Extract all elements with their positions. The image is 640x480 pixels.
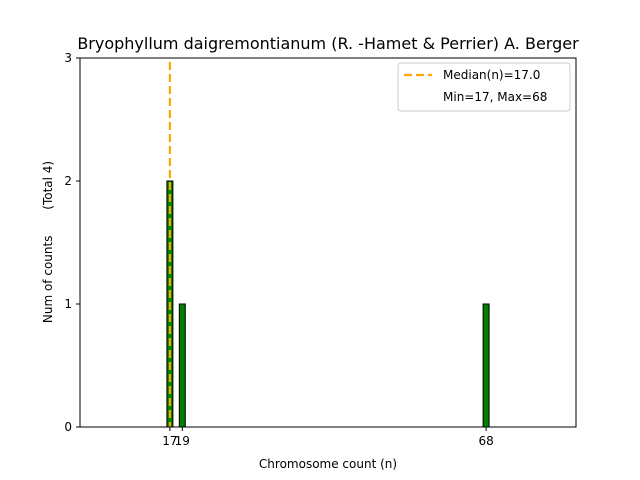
y-tick-label-0: 0 <box>64 420 72 434</box>
legend: Median(n)=17.0 Min=17, Max=68 <box>397 62 571 112</box>
y-axis-ticks: 0 1 2 3 <box>64 51 80 434</box>
bar-19 <box>178 303 186 428</box>
y-axis-label-main: Num of counts <box>41 236 55 324</box>
y-tick-label-3: 3 <box>64 51 72 65</box>
legend-entry-min-max: Min=17, Max=68 <box>443 90 547 104</box>
x-tick-label-17: 17 <box>162 434 177 448</box>
x-tick-label-68: 68 <box>478 434 493 448</box>
legend-box <box>397 62 571 112</box>
bar-68 <box>482 303 490 428</box>
y-tick-label-1: 1 <box>64 297 72 311</box>
y-tick-label-2: 2 <box>64 174 72 188</box>
x-axis-label: Chromosome count (n) <box>259 457 397 471</box>
y-axis-label-total: (Total 4) <box>41 161 55 210</box>
y-axis-label: Num of counts (Total 4) <box>41 161 55 323</box>
plot-frame <box>79 57 577 428</box>
x-tick-label-19: 19 <box>175 434 190 448</box>
legend-entry-median: Median(n)=17.0 <box>443 68 540 82</box>
chart-title: Bryophyllum daigremontianum (R. -Hamet &… <box>77 34 579 53</box>
